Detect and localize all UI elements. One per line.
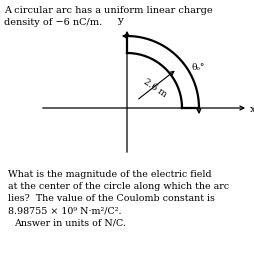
Text: Answer in units of N/C.: Answer in units of N/C.	[14, 218, 125, 227]
Text: y: y	[117, 16, 122, 25]
Text: A circular arc has a uniform linear charge: A circular arc has a uniform linear char…	[4, 6, 212, 15]
Text: 2.6 m: 2.6 m	[141, 77, 167, 99]
Text: at the center of the circle along which the arc: at the center of the circle along which …	[8, 182, 228, 191]
Text: density of −6 nC/m.: density of −6 nC/m.	[4, 18, 102, 27]
Text: What is the magnitude of the electric field: What is the magnitude of the electric fi…	[8, 170, 211, 179]
Text: θₒ°: θₒ°	[190, 62, 204, 72]
Text: lies?  The value of the Coulomb constant is: lies? The value of the Coulomb constant …	[8, 194, 214, 203]
Text: 8.98755 × 10⁹ N·m²/C².: 8.98755 × 10⁹ N·m²/C².	[8, 206, 121, 215]
Text: x: x	[249, 106, 254, 114]
